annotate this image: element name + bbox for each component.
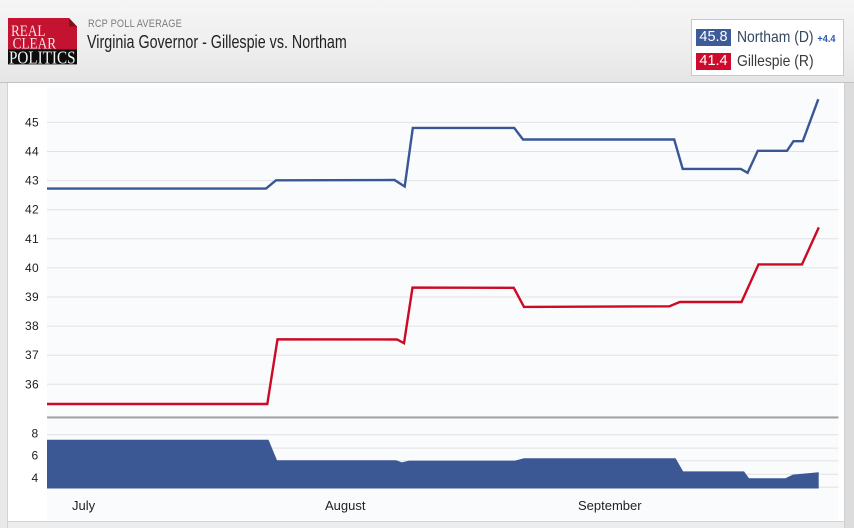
svg-text:July: July — [72, 498, 96, 513]
svg-text:45: 45 — [25, 115, 39, 129]
svg-text:43: 43 — [25, 174, 39, 188]
svg-text:38: 38 — [25, 319, 39, 333]
svg-text:POLITICS: POLITICS — [9, 47, 76, 67]
svg-text:41: 41 — [25, 232, 39, 246]
svg-text:44: 44 — [25, 145, 39, 159]
svg-text:CLEAR: CLEAR — [13, 36, 57, 53]
svg-text:September: September — [578, 498, 642, 513]
svg-text:42: 42 — [25, 203, 39, 217]
svg-text:37: 37 — [25, 348, 39, 362]
svg-text:4: 4 — [32, 471, 39, 485]
svg-text:40: 40 — [25, 261, 39, 275]
svg-text:6: 6 — [32, 448, 39, 462]
svg-text:36: 36 — [25, 377, 39, 391]
svg-text:8: 8 — [32, 426, 39, 440]
svg-text:REAL: REAL — [11, 23, 46, 40]
svg-text:39: 39 — [25, 290, 39, 304]
svg-text:August: August — [325, 498, 366, 513]
